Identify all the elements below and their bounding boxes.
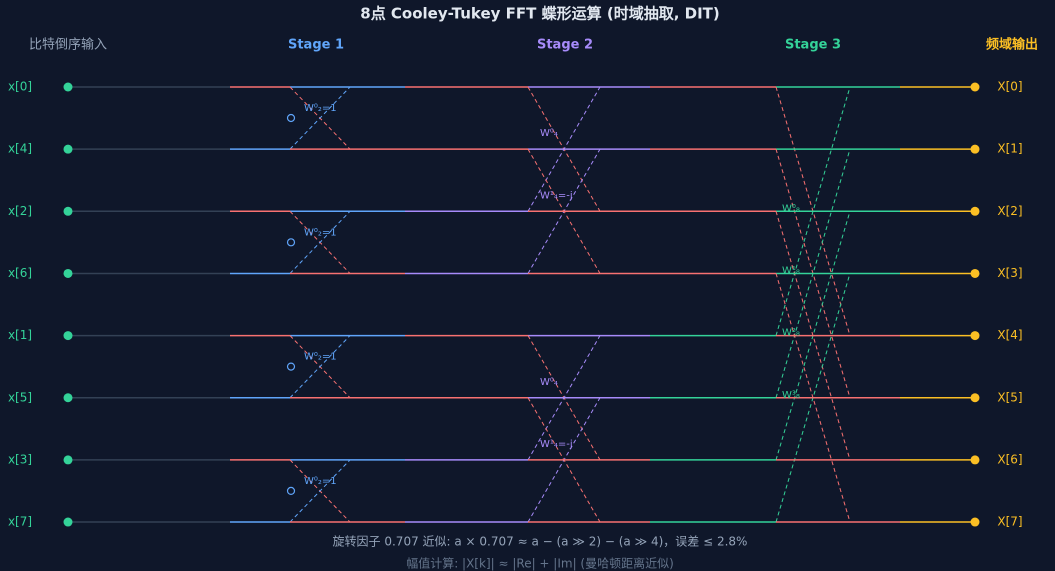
input-label: x[3] [8, 452, 32, 466]
input-label: x[1] [8, 328, 32, 342]
input-node [63, 82, 73, 92]
output-node [970, 393, 980, 403]
twiddle-label: W⁰₂=1 [304, 103, 337, 114]
twiddle-label: W⁰₄ [540, 377, 558, 388]
output-label: X[6] [997, 452, 1022, 466]
twiddle-label: W¹₄=-j [540, 439, 573, 450]
input-header: 比特倒序输入 [29, 37, 107, 53]
output-label: X[0] [997, 80, 1022, 94]
input-node [63, 206, 73, 216]
output-node [970, 206, 980, 216]
stage-header: Stage 1 [288, 38, 344, 53]
negation-marker [286, 113, 296, 123]
input-label: x[5] [8, 390, 32, 404]
twiddle-label: W⁰₄ [540, 128, 558, 139]
output-node [970, 517, 980, 527]
input-node [63, 268, 73, 278]
footer-note: 幅值计算: |X[k]| ≈ |Re| + |Im| (曼哈顿距离近似) [406, 556, 674, 571]
stage-header: Stage 3 [785, 38, 841, 53]
input-label: x[4] [8, 142, 32, 156]
output-node [970, 455, 980, 465]
input-node [63, 331, 73, 341]
input-label: x[7] [8, 515, 32, 529]
output-label: X[2] [997, 204, 1022, 218]
twiddle-label: W⁰₂=1 [304, 476, 337, 487]
negation-marker [286, 486, 296, 495]
input-node [63, 393, 73, 403]
output-node [970, 331, 980, 341]
input-node [63, 144, 73, 154]
output-label: X[3] [997, 266, 1022, 280]
input-node [63, 517, 73, 527]
butterfly-cross [289, 210, 351, 274]
output-node [970, 268, 980, 278]
butterfly-cross [289, 86, 351, 150]
output-label: X[1] [997, 142, 1022, 156]
twiddle-label: W²₈ [782, 328, 800, 339]
input-node [63, 455, 73, 465]
output-label: X[7] [997, 515, 1022, 529]
twiddle-label: W⁰₈ [782, 203, 800, 214]
twiddle-label: W³₈ [782, 390, 800, 401]
input-label: x[0] [8, 80, 32, 94]
twiddle-label: W¹₄=-j [540, 190, 573, 201]
footer-note: 旋转因子 0.707 近似: a × 0.707 ≈ a − (a ≫ 2) −… [333, 534, 748, 549]
input-label: x[2] [8, 204, 32, 218]
twiddle-label: W¹₈ [782, 265, 800, 276]
twiddle-label: W⁰₂=1 [304, 352, 337, 363]
output-header: 频域输出 [986, 37, 1038, 53]
output-node [970, 144, 980, 154]
output-label: X[5] [997, 390, 1022, 404]
output-label: X[4] [997, 328, 1022, 342]
negation-marker [286, 238, 296, 247]
stage-header: Stage 2 [537, 38, 593, 53]
twiddle-label: W⁰₂=1 [304, 227, 337, 238]
output-node [970, 82, 980, 92]
title: 8点 Cooley-Tukey FFT 蝶形运算 (时域抽取, DIT) [360, 5, 719, 23]
negation-marker [286, 362, 296, 371]
butterfly-cross [289, 459, 351, 523]
butterfly-cross [289, 335, 351, 399]
input-label: x[6] [8, 266, 32, 280]
